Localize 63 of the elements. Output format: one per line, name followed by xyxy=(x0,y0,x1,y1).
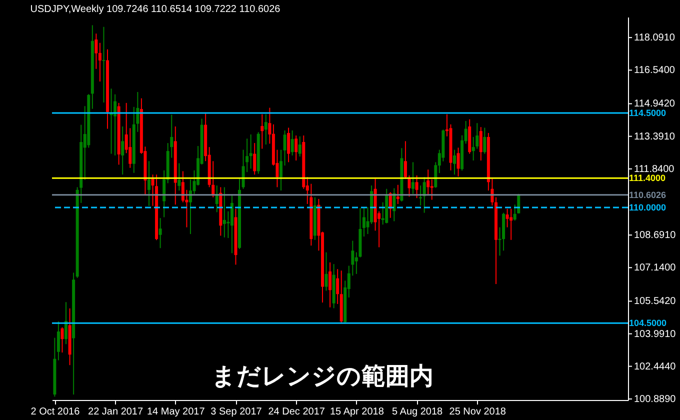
candlestick xyxy=(230,195,234,254)
x-tick-label: 2 Oct 2016 xyxy=(30,406,80,418)
y-tick-label: 107.1400 xyxy=(634,262,676,274)
x-tick-label: 25 Nov 2018 xyxy=(449,406,506,418)
candlestick xyxy=(264,114,268,146)
x-tick-label: 14 May 2017 xyxy=(146,406,206,418)
y-tick-label: 103.9910 xyxy=(634,328,676,340)
candlestick xyxy=(430,178,434,200)
candlestick xyxy=(336,268,340,304)
x-tick-label: 15 Apr 2018 xyxy=(330,406,384,418)
candlestick xyxy=(328,262,332,308)
candlestick xyxy=(98,42,102,82)
candlestick xyxy=(64,302,68,345)
candlestick xyxy=(287,127,290,163)
candlestick xyxy=(121,126,124,176)
ref-line-label: 114.5000 xyxy=(629,108,666,118)
y-tick-label: 113.3910 xyxy=(634,131,676,142)
x-tick-label: 5 Aug 2018 xyxy=(392,406,444,418)
ref-line-label: 110.0000 xyxy=(629,202,666,213)
candlestick xyxy=(456,147,460,177)
y-tick-label: 100.8890 xyxy=(634,394,676,405)
candlestick xyxy=(294,134,298,161)
candlestick xyxy=(479,126,482,161)
candlestick xyxy=(280,149,282,192)
chart-title: USDJPY,Weekly 109.7246 110.6514 109.7222 110.6026 xyxy=(30,4,281,15)
candlestick xyxy=(147,160,150,206)
candlestick xyxy=(396,184,400,204)
candlestick xyxy=(412,162,415,194)
candlestick xyxy=(60,326,64,354)
candlestick xyxy=(453,149,456,176)
candlestick xyxy=(290,130,294,156)
candlestick xyxy=(158,218,162,249)
candlestick xyxy=(510,208,513,240)
y-tick-label: 105.5420 xyxy=(634,296,676,308)
x-tick-label: 22 Jan 2017 xyxy=(88,406,144,418)
candlestick xyxy=(102,26,106,104)
candlestick xyxy=(362,207,366,238)
candlestick xyxy=(222,186,226,238)
candlestick xyxy=(249,134,252,170)
candlestick xyxy=(419,184,422,206)
caption: まだレンジの範囲内 xyxy=(210,361,434,392)
candlestick xyxy=(56,320,60,361)
candlestick xyxy=(426,169,430,196)
ref-line-label: 104.5000 xyxy=(629,318,667,328)
candlestick xyxy=(94,33,98,70)
candlestick xyxy=(283,130,286,166)
ref-line-label: 110.6026 xyxy=(629,190,666,200)
candlestick xyxy=(298,136,302,157)
ref-line-label: 111.4000 xyxy=(629,173,666,184)
x-tick-label: 24 Dec 2017 xyxy=(268,406,326,418)
y-tick-label: 102.4440 xyxy=(634,361,676,372)
x-tick-label: 3 Sep 2017 xyxy=(210,406,262,418)
candlestick xyxy=(178,162,181,192)
y-tick-label: 108.6910 xyxy=(634,230,676,242)
candlestick xyxy=(253,142,256,176)
y-tick-label: 116.5400 xyxy=(634,65,676,76)
candlestick xyxy=(415,174,418,199)
candlestick xyxy=(260,114,264,150)
candlestick xyxy=(483,127,486,154)
candlestick xyxy=(324,252,328,292)
y-tick-label: 114.9420 xyxy=(634,98,676,110)
y-tick-label: 111.8400 xyxy=(634,164,675,175)
y-tick-label: 118.0910 xyxy=(634,32,676,44)
